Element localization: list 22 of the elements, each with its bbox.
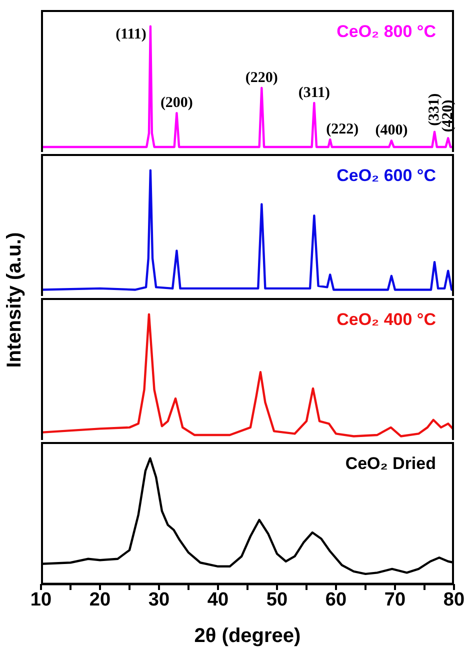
annotation: (111) xyxy=(116,26,146,42)
text: CeO₂ 800 °C xyxy=(336,22,436,42)
annotation: (331) xyxy=(426,93,443,126)
text: CeO₂ 400 °C xyxy=(336,310,436,330)
x-tick-label: 30 xyxy=(148,589,170,610)
x-tick-label: 80 xyxy=(443,589,465,610)
annotation: (311) xyxy=(298,84,330,101)
annotation: (400) xyxy=(375,122,408,139)
text: CeO₂ 600 °C xyxy=(336,166,436,186)
x-tick-label: 10 xyxy=(30,589,52,610)
y-axis-title: Intensity (a.u.) xyxy=(4,232,26,368)
annotation: (222) xyxy=(326,121,359,138)
x-tick-label: 60 xyxy=(325,589,347,610)
annotation: (200) xyxy=(160,95,193,112)
annotation: (420) xyxy=(440,100,456,132)
x-axis-title: 2θ (degree) xyxy=(194,625,301,647)
x-tick-label: 70 xyxy=(384,589,406,610)
x-tick-label: 50 xyxy=(266,589,288,610)
x-tick-label: 20 xyxy=(89,589,111,610)
x-tick-label: 40 xyxy=(207,589,229,610)
annotation: (220) xyxy=(245,70,278,86)
text: CeO₂ Dried xyxy=(345,454,436,474)
